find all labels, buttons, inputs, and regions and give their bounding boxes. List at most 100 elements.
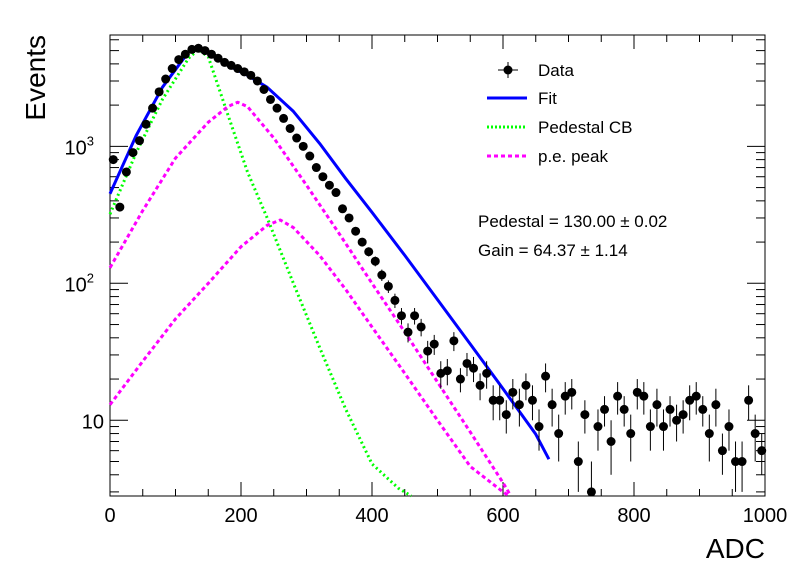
data-point [501,400,511,434]
data-point [593,409,603,451]
data-point [180,49,190,59]
data-point [580,400,590,434]
data-point-marker [724,422,734,432]
data-point [449,332,459,352]
data-point [200,46,210,56]
data-point [567,379,577,410]
data-point-marker [658,422,668,432]
data-point [547,388,557,427]
data-point-marker [737,457,747,467]
data-point [652,388,662,427]
data-point-marker [560,391,570,401]
data-point [685,385,695,421]
data-point [560,382,570,415]
data-point-marker [272,103,282,113]
data-point-marker [691,391,701,401]
data-point-marker [396,311,406,321]
data-point-marker [115,202,125,212]
data-point [429,334,439,355]
data-point [390,293,400,309]
legend-label-pedestal: Pedestal CB [538,118,633,137]
data-point [514,388,524,427]
data-point-marker [429,339,439,349]
data-point [488,385,498,421]
data-point [259,85,269,95]
data-point [750,414,760,462]
data-point-marker [331,188,341,198]
data-point [573,441,583,492]
data-point-marker [541,371,551,381]
data-point-marker [567,387,577,397]
data-point-marker [600,404,610,414]
data-point-marker [547,400,557,410]
y-tick-label: 10 [82,411,104,433]
data-point [508,379,518,410]
pedestal-annotation: Pedestal = 130.00 ± 0.02 [478,212,667,231]
data-point-marker [180,49,190,59]
gain-annotation: Gain = 64.37 ± 1.14 [478,241,628,260]
x-tick-label: 200 [224,505,257,527]
data-point [311,163,321,173]
data-point [717,433,727,475]
data-point [285,123,295,133]
data-point [265,94,275,104]
legend-label-data: Data [538,61,574,80]
data-point [757,433,767,475]
data-point [711,388,721,427]
data-point-marker [292,133,302,143]
data-point-marker [717,446,727,456]
data-point-marker [613,391,623,401]
data-point [108,155,118,165]
data-point [121,167,131,177]
data-point-marker [265,94,275,104]
data-point [645,409,655,451]
data-point-marker [141,119,151,129]
data-point [639,382,649,415]
data-point [442,359,452,386]
data-point [678,400,688,434]
data-point [698,396,708,427]
data-point-marker [685,395,695,405]
data-point [383,280,393,293]
x-tick-label: 800 [617,505,650,527]
data-point [344,213,354,223]
data-point-marker [475,380,485,390]
data-point-marker [580,410,590,420]
data-point-marker [731,457,741,467]
data-point [213,53,223,63]
data-point-marker [514,400,524,410]
data-point [482,361,492,389]
data-point [272,103,282,113]
data-point [672,404,682,442]
data-point [128,148,138,158]
data-point-marker [252,76,262,86]
data-point-marker [534,422,544,432]
data-point-marker [554,429,564,439]
data-point-marker [527,395,537,405]
data-point [134,136,144,146]
data-point-marker [711,400,721,410]
data-point-marker [619,404,629,414]
data-point [731,441,741,492]
data-point-marker [606,436,616,446]
data-point [161,74,171,84]
data-point [298,141,308,151]
data-point [600,396,610,427]
data-point-marker [311,163,321,173]
x-axis-ticks: 0 200 400 600 800 1000 [104,35,787,527]
data-point-marker [161,74,171,84]
data-point [613,382,623,415]
data-point-marker [246,70,256,80]
x-tick-label: 1000 [743,505,788,527]
data-point [292,133,302,143]
data-points-layer [108,43,767,497]
data-point [279,113,289,123]
data-point [351,226,361,236]
data-point [469,356,479,383]
data-point [586,461,596,497]
data-point [357,237,367,247]
x-tick-label: 0 [104,505,115,527]
data-point-marker [154,87,164,97]
data-point [246,70,256,80]
